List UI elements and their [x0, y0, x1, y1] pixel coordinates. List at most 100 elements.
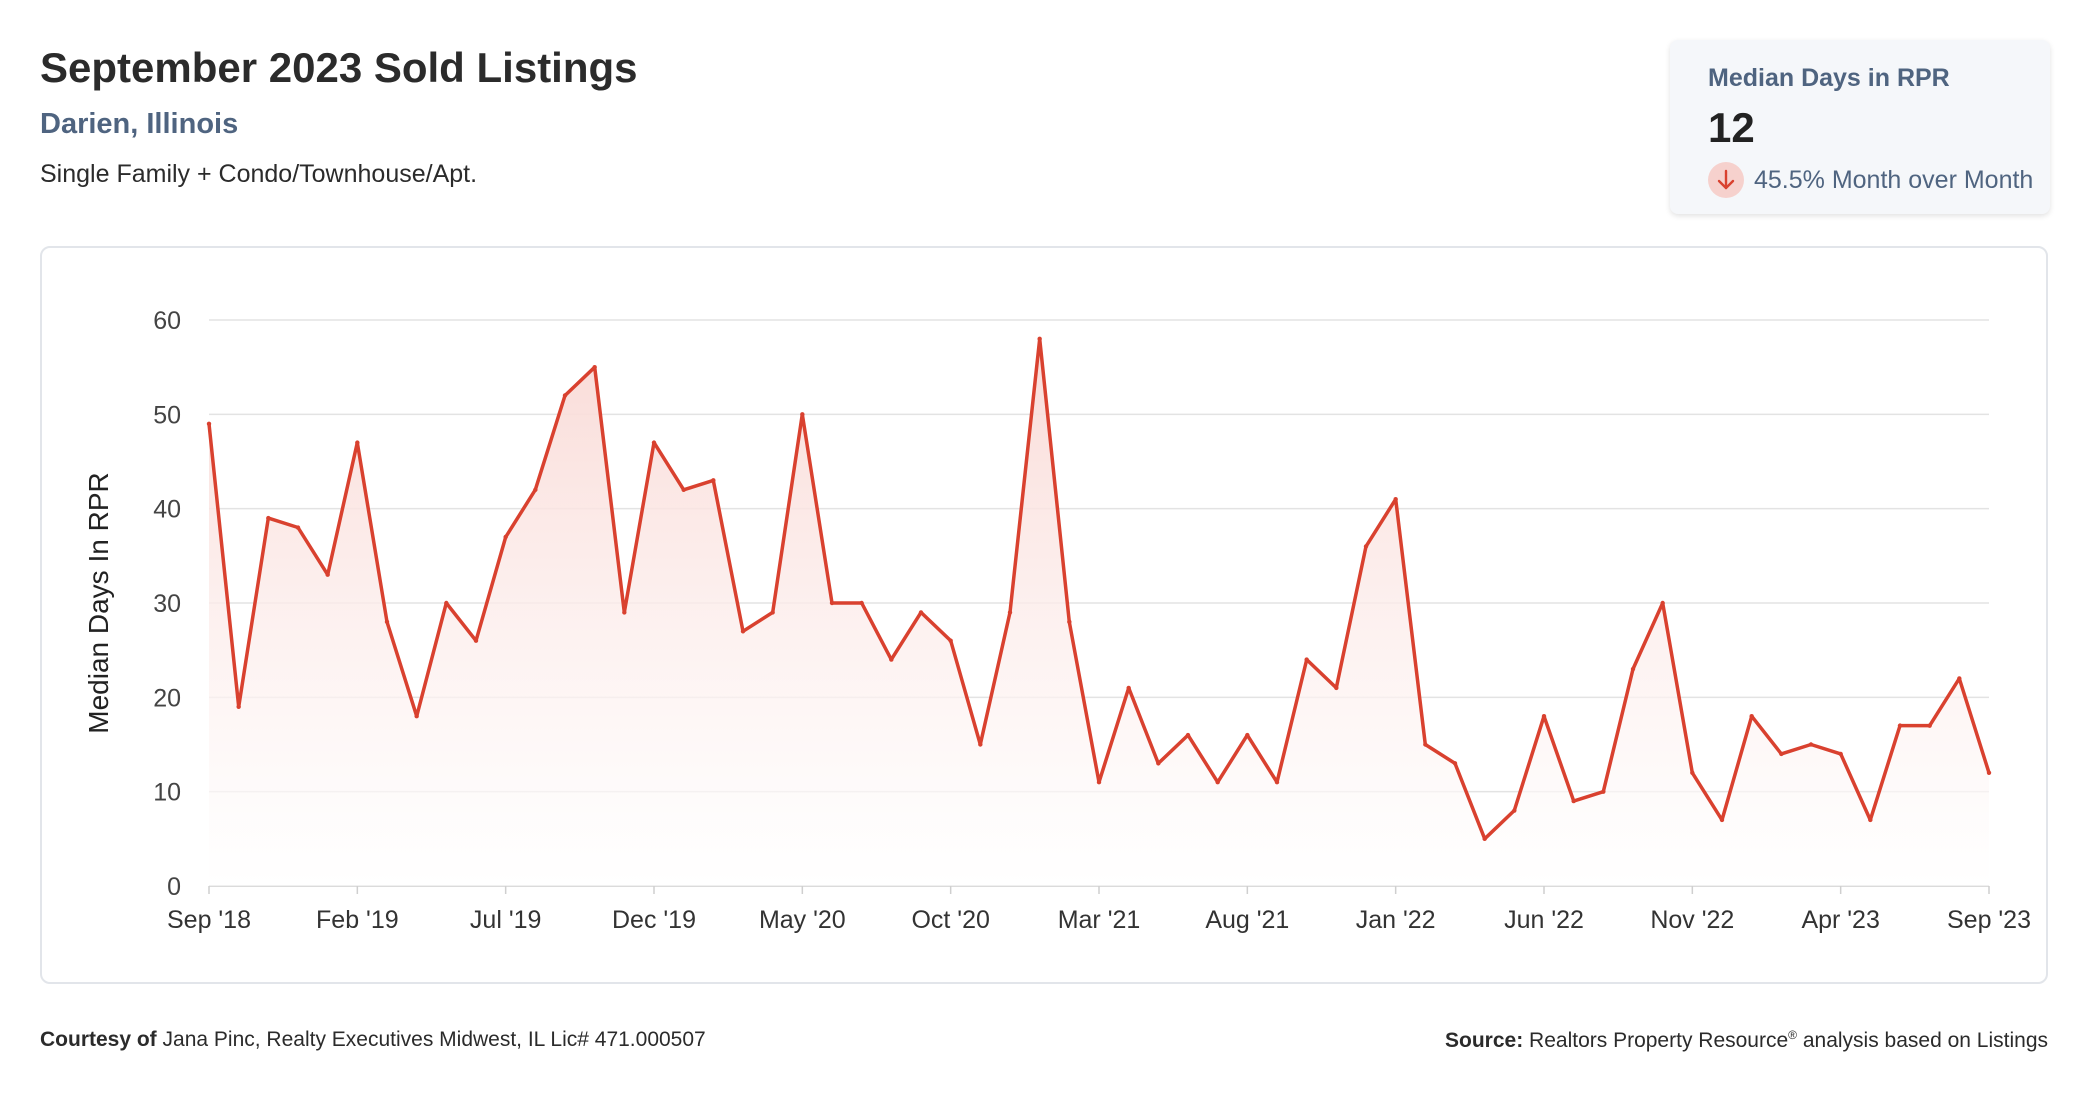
stat-label: Median Days in RPR: [1708, 64, 1950, 92]
x-tick-label: Sep '23: [1947, 906, 2031, 934]
data-point: [1838, 751, 1843, 757]
y-tick-label: 60: [153, 307, 181, 335]
data-point: [1452, 761, 1458, 766]
data-point: [800, 412, 805, 417]
x-tick-label: Mar '21: [1058, 906, 1141, 934]
page-title: September 2023 Sold Listings: [40, 44, 638, 91]
data-point: [1156, 761, 1161, 766]
data-point: [859, 600, 864, 606]
data-point: [681, 487, 686, 492]
data-point: [1719, 817, 1725, 823]
data-point: [918, 610, 924, 615]
data-point: [1571, 798, 1576, 804]
data-point: [1808, 742, 1814, 747]
data-point: [829, 600, 835, 606]
y-tick-label: 10: [153, 779, 181, 807]
data-point: [1957, 676, 1962, 681]
data-point: [355, 440, 360, 445]
x-tick-label: Feb '19: [316, 906, 399, 934]
stat-value: 12: [1708, 104, 1755, 151]
data-point: [384, 619, 390, 625]
data-point: [533, 487, 538, 492]
x-tick-label: Oct '20: [911, 906, 989, 934]
y-tick-label: 20: [153, 684, 181, 712]
x-tick-label: Sep '18: [167, 906, 251, 934]
x-tick-label: Jun '22: [1504, 906, 1584, 934]
data-point: [1037, 336, 1042, 342]
x-tick-label: Jan '22: [1356, 906, 1436, 934]
data-point: [1007, 610, 1013, 615]
stat-change-text: 45.5% Month over Month: [1754, 165, 2034, 194]
data-point: [473, 638, 479, 643]
data-point: [651, 440, 657, 445]
data-point: [592, 364, 597, 370]
data-point: [1393, 497, 1398, 502]
data-point: [1067, 619, 1072, 625]
data-point: [414, 714, 419, 719]
data-point: [1304, 657, 1309, 662]
data-point: [295, 525, 301, 530]
data-point: [1482, 836, 1487, 842]
x-tick-label: Dec '19: [612, 906, 696, 934]
data-point: [1274, 780, 1280, 785]
data-point: [1897, 723, 1903, 728]
data-point: [325, 572, 330, 577]
property-type-label: Single Family + Condo/Townhouse/Apt.: [40, 160, 478, 188]
y-tick-label: 0: [167, 873, 181, 901]
stat-change: 45.5% Month over Month: [1708, 160, 2033, 200]
registered-mark: ®: [1788, 1028, 1797, 1042]
data-point: [1660, 600, 1665, 606]
data-point: [1215, 780, 1220, 785]
days-in-rpr-line-chart: 0 10 20 30 40 50 60 Median Days In RPR Sep '18 Fe…: [83, 307, 2031, 934]
data-point: [1096, 780, 1102, 785]
source-label: Source:: [1445, 1029, 1524, 1052]
median-days-stat-card: Median Days in RPR 12 45.5% Month over M…: [1670, 40, 2050, 214]
source-text-1: Realtors Property Resource: [1529, 1029, 1789, 1052]
data-point: [948, 638, 953, 643]
data-point: [236, 704, 241, 709]
data-point: [1868, 817, 1873, 823]
data-point: [562, 393, 568, 398]
x-tick-label: Apr '23: [1801, 906, 1879, 934]
data-point: [206, 421, 212, 426]
data-point: [889, 657, 894, 662]
data-point: [1927, 723, 1932, 728]
x-tick-label: Aug '21: [1205, 906, 1289, 934]
data-point: [503, 534, 508, 540]
y-tick-label: 40: [153, 496, 181, 524]
courtesy-label: Courtesy of: [40, 1028, 157, 1051]
data-point: [444, 600, 449, 606]
x-tick-label: Jul '19: [470, 906, 541, 934]
data-point: [266, 515, 271, 521]
data-point: [1986, 770, 1992, 775]
data-point: [1779, 751, 1784, 757]
source-text-2: analysis based on Listings: [1802, 1029, 2048, 1052]
data-point: [1601, 789, 1606, 794]
data-point: [1541, 714, 1547, 719]
data-point: [1423, 742, 1428, 747]
data-point: [978, 742, 983, 747]
arrow-down-icon: [1708, 162, 1744, 198]
data-point: [1512, 808, 1517, 813]
courtesy-text: Jana Pinc, Realty Executives Midwest, IL…: [162, 1028, 706, 1051]
data-point: [622, 610, 627, 615]
chart-panel: 0 10 20 30 40 50 60 Median Days In RPR Sep '18 Fe…: [40, 246, 2048, 984]
data-point: [1630, 666, 1636, 672]
data-point: [711, 478, 716, 483]
data-point: [770, 610, 775, 615]
series-area-fill: [209, 338, 1989, 886]
data-point: [1363, 544, 1369, 549]
source-footer: Source: Realtors Property Resource® anal…: [1445, 1028, 2048, 1053]
location-subtitle: Darien, Illinois: [40, 108, 239, 140]
data-point: [1334, 685, 1339, 691]
data-point: [1690, 770, 1695, 775]
y-axis-title: Median Days In RPR: [83, 472, 114, 733]
data-point: [1749, 714, 1754, 719]
x-tick-label: May '20: [759, 906, 846, 934]
y-tick-label: 30: [153, 590, 181, 618]
courtesy-footer: Courtesy of Jana Pinc, Realty Executives…: [40, 1028, 706, 1052]
data-point: [1185, 732, 1191, 738]
y-tick-label: 50: [153, 401, 181, 429]
data-point: [1126, 685, 1131, 691]
x-tick-label: Nov '22: [1650, 906, 1734, 934]
